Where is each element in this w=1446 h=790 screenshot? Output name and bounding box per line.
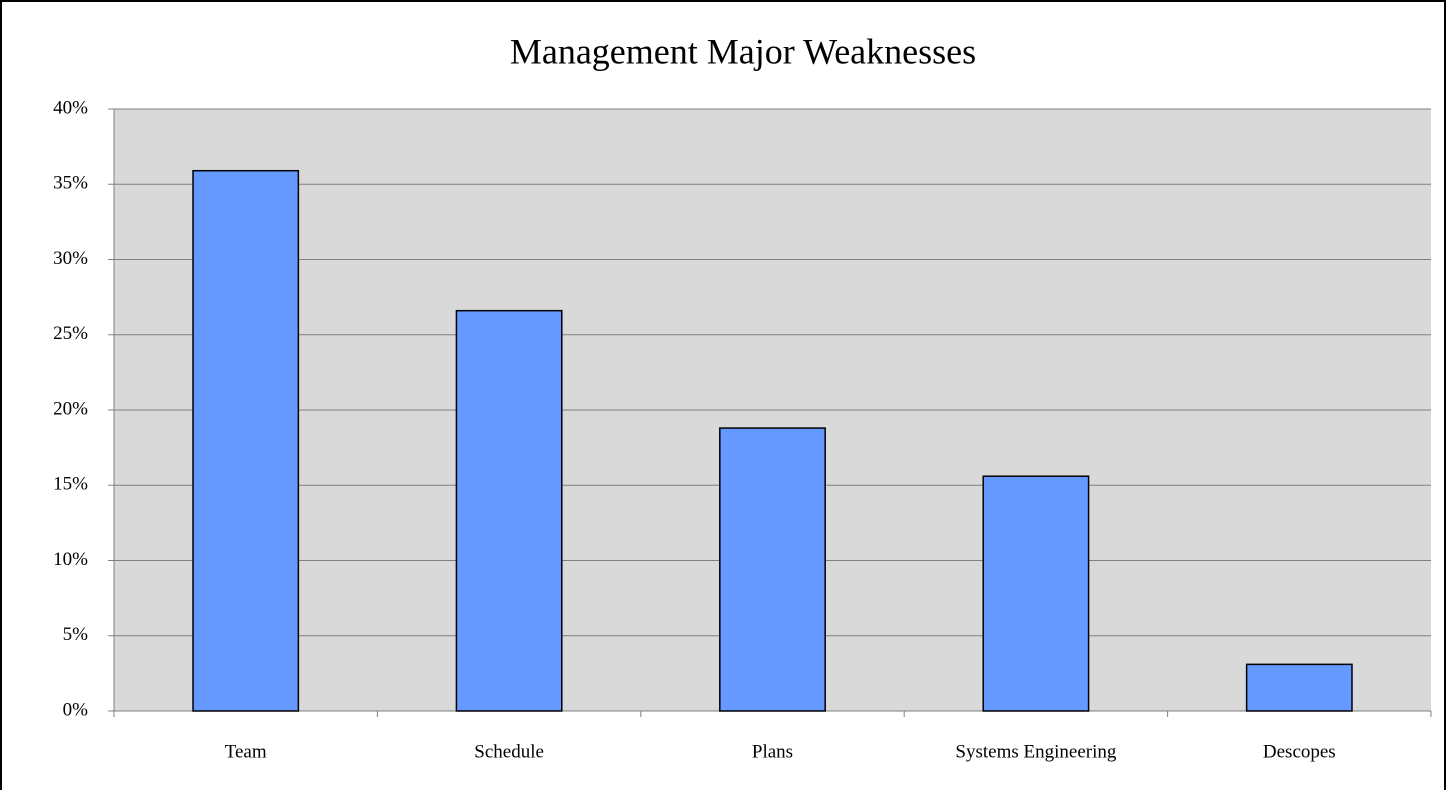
y-tick-label: 40% xyxy=(53,97,88,118)
y-tick-label: 10% xyxy=(53,549,88,570)
bar xyxy=(982,475,1090,712)
y-tick-label: 25% xyxy=(53,323,88,344)
bar xyxy=(1245,663,1353,712)
bar xyxy=(455,309,563,712)
x-tick-label: Plans xyxy=(752,741,793,762)
y-tick-label: 35% xyxy=(53,173,88,194)
bar xyxy=(719,427,826,712)
x-tick-label: Descopes xyxy=(1263,741,1336,762)
x-tick-label: Systems Engineering xyxy=(955,741,1116,762)
y-tick-label: 15% xyxy=(53,474,88,495)
y-tick-label: 5% xyxy=(63,624,89,645)
x-tick-label: Team xyxy=(225,741,267,762)
chart-title: Management Major Weaknesses xyxy=(510,31,976,71)
x-tick-label: Schedule xyxy=(474,741,544,762)
bar xyxy=(192,169,300,712)
y-tick-label: 30% xyxy=(53,248,88,269)
y-tick-label: 20% xyxy=(53,398,88,419)
y-tick-label: 0% xyxy=(63,699,89,720)
